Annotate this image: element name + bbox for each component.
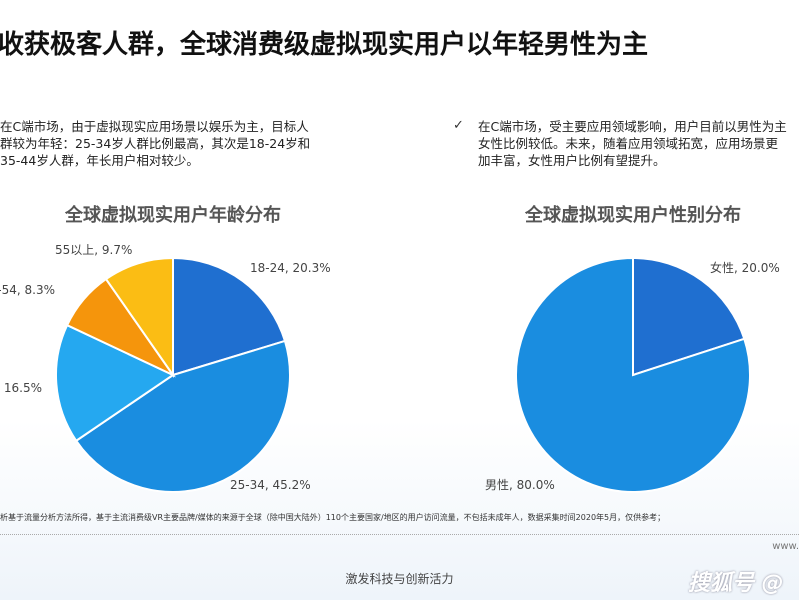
pie-label: 55以上, 9.7% [55,243,132,257]
check-icon: ✓ [453,118,464,133]
pie-slice-女性 [632,256,746,377]
website-url: www. [772,541,799,552]
pie-slice-35-44 [55,323,176,443]
text-line: 在C端市场，由于虚拟现实应用场景以娱乐为主，目标人 [0,119,309,134]
pie-label: 45-54, 8.3% [0,283,55,297]
text-line: 加丰富，女性用户比例有望提升。 [478,153,666,168]
page-title: 收获极客人群，全球消费级虚拟现实用户以年轻男性为主 [0,30,649,60]
footer-slogan: 激发科技与创新活力 [345,572,454,586]
gender-chart-title: 全球虚拟现实用户性别分布 [525,205,741,226]
text-line: 群较为年轻：25-34岁人群比例最高，其次是18-24岁和 [0,136,311,151]
right-description: 在C端市场，受主要应用领域影响，用户目前以男性为主 女性比例较低。未来，随着应用… [478,118,787,169]
text-line: 在C端市场，受主要应用领域影响，用户目前以男性为主 [478,119,787,134]
age-chart-title: 全球虚拟现实用户年龄分布 [65,205,281,226]
pie-label: 男性, 80.0% [485,478,555,492]
divider [0,534,799,535]
left-description: 在C端市场，由于虚拟现实应用场景以娱乐为主，目标人 群较为年轻：25-34岁人群… [0,118,310,169]
sohu-logo: 搜狐号 @ [688,571,784,596]
pie-label: 35-44, 16.5% [0,381,42,395]
pie-slice-男性 [515,256,751,493]
footnote: 析基于流量分析方法所得，基于主流消费级VR主要品牌/媒体的来源于全球（除中国大陆… [0,513,666,522]
pie-label: 18-24, 20.3% [250,261,331,275]
pie-label: 25-34, 45.2% [230,478,311,492]
pie-slice-55以上 [104,256,174,379]
pie-label: 女性, 20.0% [710,260,780,275]
text-line: 35-44岁人群，年长用户相对较少。 [0,153,199,168]
text-line: 女性比例较低。未来，随着应用领域拓宽，应用场景更 [478,136,779,151]
pie-slice-18-24 [172,256,287,377]
pie-slice-25-34 [74,339,291,493]
